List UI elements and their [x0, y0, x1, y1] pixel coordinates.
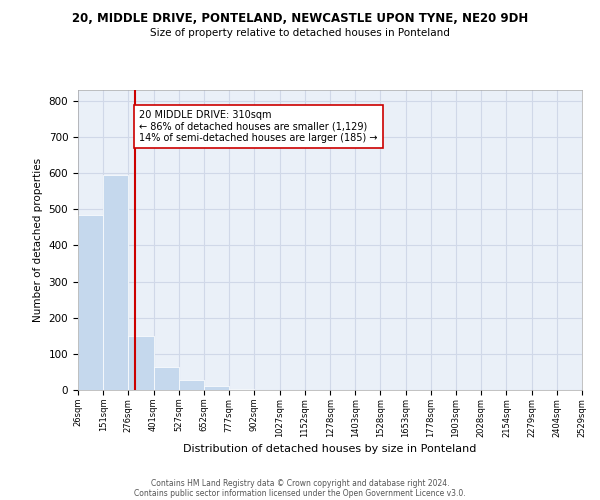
- Bar: [103, 175, 128, 390]
- Y-axis label: Number of detached properties: Number of detached properties: [33, 158, 43, 322]
- Bar: [204, 386, 229, 390]
- Bar: [78, 214, 103, 390]
- Text: Contains HM Land Registry data © Crown copyright and database right 2024.: Contains HM Land Registry data © Crown c…: [151, 478, 449, 488]
- Text: 20, MIDDLE DRIVE, PONTELAND, NEWCASTLE UPON TYNE, NE20 9DH: 20, MIDDLE DRIVE, PONTELAND, NEWCASTLE U…: [72, 12, 528, 26]
- Bar: [154, 366, 179, 390]
- Text: 20 MIDDLE DRIVE: 310sqm
← 86% of detached houses are smaller (1,129)
14% of semi: 20 MIDDLE DRIVE: 310sqm ← 86% of detache…: [139, 110, 378, 143]
- Bar: [179, 380, 204, 390]
- Bar: [128, 336, 154, 390]
- Text: Size of property relative to detached houses in Ponteland: Size of property relative to detached ho…: [150, 28, 450, 38]
- X-axis label: Distribution of detached houses by size in Ponteland: Distribution of detached houses by size …: [184, 444, 476, 454]
- Text: Contains public sector information licensed under the Open Government Licence v3: Contains public sector information licen…: [134, 488, 466, 498]
